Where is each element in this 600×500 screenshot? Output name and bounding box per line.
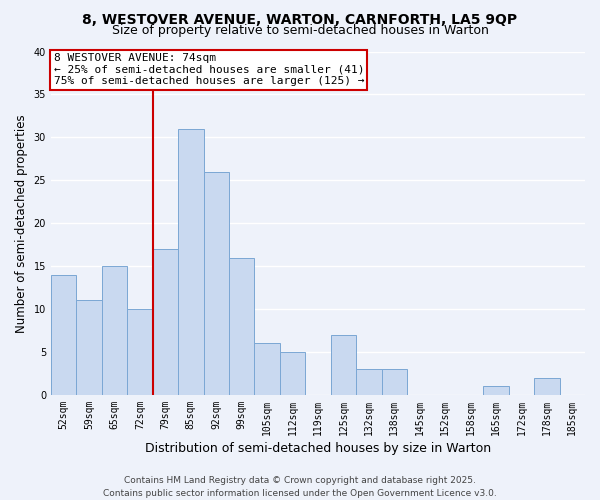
Bar [203,172,229,395]
Bar [534,378,560,395]
Bar [280,352,305,395]
Bar [152,249,178,395]
Text: Contains HM Land Registry data © Crown copyright and database right 2025.
Contai: Contains HM Land Registry data © Crown c… [103,476,497,498]
Bar [331,335,356,395]
Y-axis label: Number of semi-detached properties: Number of semi-detached properties [15,114,28,332]
Bar [178,129,203,395]
Bar [483,386,509,395]
Bar [229,258,254,395]
Bar [254,344,280,395]
Text: Size of property relative to semi-detached houses in Warton: Size of property relative to semi-detach… [112,24,488,37]
Bar [51,274,76,395]
Bar [356,369,382,395]
Text: 8 WESTOVER AVENUE: 74sqm
← 25% of semi-detached houses are smaller (41)
75% of s: 8 WESTOVER AVENUE: 74sqm ← 25% of semi-d… [53,53,364,86]
X-axis label: Distribution of semi-detached houses by size in Warton: Distribution of semi-detached houses by … [145,442,491,455]
Bar [76,300,102,395]
Bar [102,266,127,395]
Bar [382,369,407,395]
Bar [127,309,152,395]
Text: 8, WESTOVER AVENUE, WARTON, CARNFORTH, LA5 9QP: 8, WESTOVER AVENUE, WARTON, CARNFORTH, L… [82,12,518,26]
